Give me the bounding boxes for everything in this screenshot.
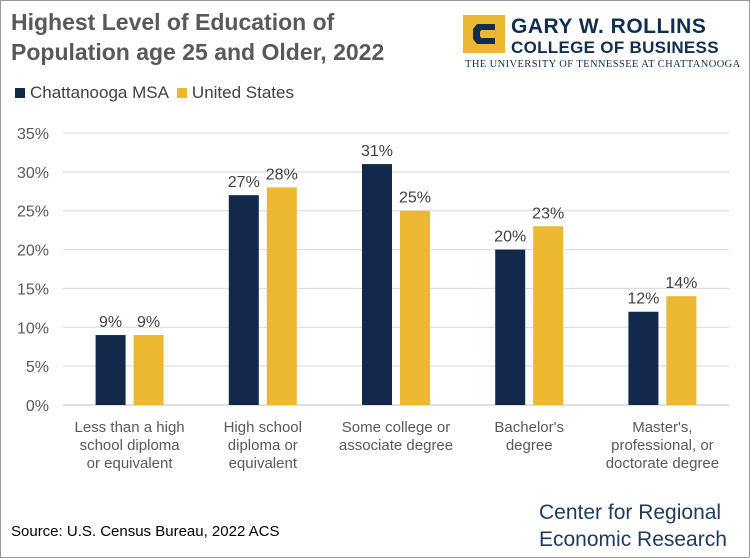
- x-tick-label-line: Bachelor's: [494, 419, 564, 436]
- data-label: 9%: [137, 314, 160, 331]
- logo-university-line: THE UNIVERSITY OF TENNESSEE AT CHATTANOO…: [465, 59, 741, 70]
- x-tick-label: Some college or associate degree: [339, 419, 453, 454]
- x-tick-label: Bachelor's degree: [494, 419, 564, 454]
- bar-united-states: [533, 226, 564, 405]
- x-tick-label-line: High school: [224, 419, 302, 436]
- legend-swatch-chattanooga: [15, 88, 25, 98]
- legend-label-united-states: United States: [191, 83, 294, 102]
- legend-item-united-states: United States: [176, 83, 294, 103]
- y-tick-label: 5%: [26, 359, 49, 376]
- y-tick-label: 15%: [17, 281, 49, 298]
- college-logo: GARY W. ROLLINS COLLEGE OF BUSINESS THE …: [463, 11, 743, 75]
- data-label: 23%: [532, 205, 564, 222]
- y-tick-label: 25%: [17, 204, 49, 221]
- y-tick-label: 0%: [26, 398, 49, 415]
- bar-chattanooga: [628, 311, 659, 405]
- data-label: 14%: [665, 275, 697, 292]
- x-tick-label-line: doctorate degree: [606, 455, 719, 472]
- data-label: 9%: [99, 314, 122, 331]
- x-tick-label-line: equivalent: [229, 455, 298, 472]
- bar-chart: 0% 5% 10% 15% 20% 25% 30% 35% 9% 27% 31% 20% 12% 9% 28…: [17, 126, 729, 472]
- legend-label-chattanooga: Chattanooga MSA: [30, 83, 169, 102]
- bar-chattanooga: [495, 249, 526, 405]
- x-tick-label-line: Master's,: [632, 419, 692, 436]
- center-name: Center for Regional Economic Research: [539, 499, 727, 553]
- legend-swatch-united-states: [176, 88, 187, 98]
- logo-name-line: GARY W. ROLLINS: [511, 15, 707, 38]
- bar-united-states: [266, 187, 297, 405]
- bar-chattanooga: [228, 195, 259, 405]
- y-tick-label: 30%: [17, 165, 49, 182]
- bar-chattanooga: [362, 164, 392, 405]
- x-tick-label: High school diploma or equivalent: [224, 419, 302, 472]
- data-label: 27%: [228, 174, 260, 191]
- chart-title: Highest Level of Education of Population…: [11, 9, 385, 65]
- data-label: 12%: [627, 291, 659, 308]
- logo-college-line: COLLEGE OF BUSINESS: [511, 38, 719, 57]
- center-name-line-2: Economic Research: [539, 528, 727, 551]
- y-tick-label: 35%: [17, 126, 49, 143]
- x-tick-label: Master's, professional, or doctorate degre…: [606, 419, 719, 472]
- x-tick-label-line: diploma or: [228, 437, 298, 454]
- chart-legend: Chattanooga MSA United States: [15, 83, 302, 103]
- x-tick-label-line: or equivalent: [87, 455, 174, 472]
- data-label: 25%: [399, 190, 431, 207]
- x-tick-label: Less than a high school diploma or equival…: [75, 419, 185, 472]
- x-tick-label-line: degree: [506, 437, 553, 454]
- x-tick-label-line: Some college or: [342, 419, 450, 436]
- x-tick-label-line: professional, or: [611, 437, 714, 454]
- bar-united-states: [400, 210, 430, 405]
- legend-item-chattanooga: Chattanooga MSA: [15, 83, 169, 103]
- data-label: 31%: [361, 143, 393, 160]
- source-note: Source: U.S. Census Bureau, 2022 ACS: [11, 523, 280, 540]
- bar-chattanooga: [95, 335, 126, 405]
- center-name-line-1: Center for Regional: [539, 501, 722, 524]
- x-tick-label-line: Less than a high: [75, 419, 185, 436]
- bar-united-states: [133, 335, 164, 405]
- y-tick-label: 20%: [17, 243, 49, 260]
- data-label: 20%: [494, 229, 526, 246]
- utc-c-mark-icon: [463, 15, 505, 53]
- y-tick-label: 10%: [17, 320, 49, 337]
- x-tick-label-line: school diploma: [80, 437, 181, 454]
- bar-united-states: [666, 296, 697, 405]
- data-label: 28%: [266, 166, 298, 183]
- x-tick-label-line: associate degree: [339, 437, 453, 454]
